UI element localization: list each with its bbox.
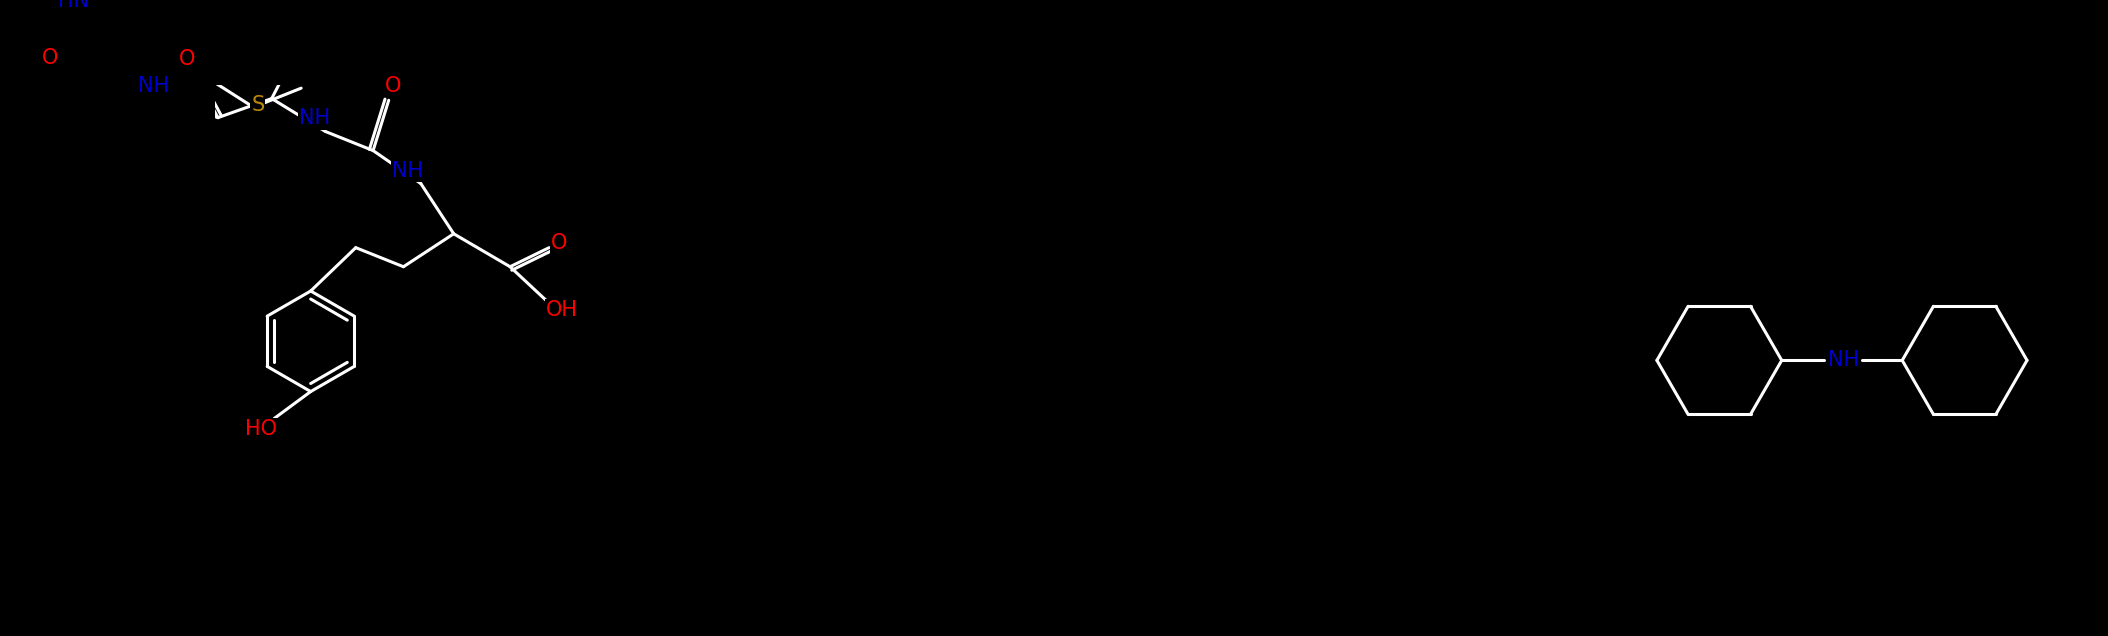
- Text: O: O: [386, 76, 401, 97]
- Text: S: S: [251, 95, 264, 116]
- Text: O: O: [42, 48, 57, 68]
- Text: O: O: [552, 233, 567, 253]
- Text: NH: NH: [392, 160, 424, 181]
- Text: O: O: [179, 49, 194, 69]
- Text: NH: NH: [299, 109, 331, 128]
- Text: NH: NH: [1828, 350, 1859, 370]
- Text: OH: OH: [546, 300, 578, 320]
- Text: HN: HN: [57, 0, 89, 11]
- Text: NH: NH: [139, 76, 169, 95]
- Text: HO: HO: [245, 419, 278, 439]
